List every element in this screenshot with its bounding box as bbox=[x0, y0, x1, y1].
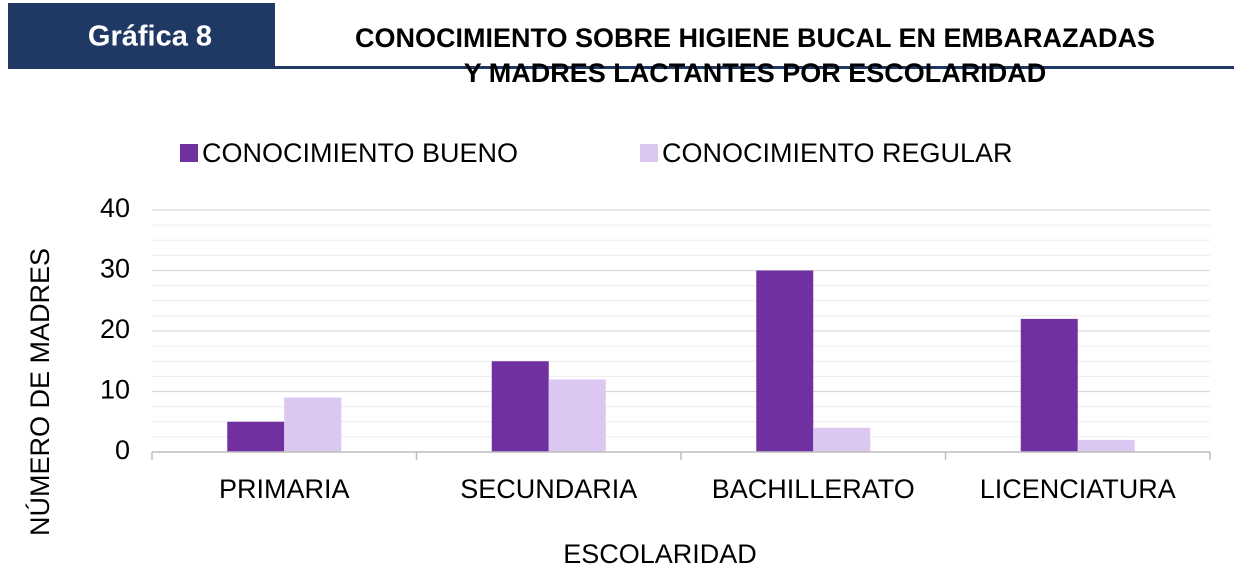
header-rule bbox=[275, 66, 1234, 69]
bar bbox=[813, 427, 871, 452]
x-tick-label: PRIMARIA bbox=[219, 474, 350, 504]
bar bbox=[1077, 439, 1135, 452]
bar bbox=[756, 270, 814, 452]
y-tick-label: 0 bbox=[115, 435, 130, 465]
bar bbox=[1020, 318, 1078, 452]
bar bbox=[548, 379, 606, 452]
bar bbox=[491, 361, 549, 452]
legend-swatch bbox=[640, 144, 658, 162]
chart-title: CONOCIMIENTO SOBRE HIGIENE BUCAL EN EMBA… bbox=[355, 23, 1155, 53]
bar bbox=[227, 421, 285, 452]
y-tick-label: 10 bbox=[100, 375, 130, 405]
x-axis-title: ESCOLARIDAD bbox=[563, 539, 757, 569]
badge: Gráfica 8 bbox=[88, 21, 212, 53]
chart-title: Y MADRES LACTANTES POR ESCOLARIDAD bbox=[464, 58, 1047, 88]
legend-label: CONOCIMIENTO BUENO bbox=[202, 138, 518, 168]
legend-label: CONOCIMIENTO REGULAR bbox=[662, 138, 1013, 168]
y-axis-title: NÚMERO DE MADRES bbox=[24, 248, 55, 536]
badge-box bbox=[8, 3, 275, 69]
bar bbox=[284, 397, 342, 452]
y-tick-label: 40 bbox=[100, 193, 130, 223]
x-tick-label: LICENCIATURA bbox=[980, 474, 1176, 504]
x-tick-label: SECUNDARIA bbox=[460, 474, 637, 504]
y-tick-label: 30 bbox=[100, 254, 130, 284]
legend-swatch bbox=[180, 144, 198, 162]
x-tick-label: BACHILLERATO bbox=[712, 474, 915, 504]
y-tick-label: 20 bbox=[100, 314, 130, 344]
